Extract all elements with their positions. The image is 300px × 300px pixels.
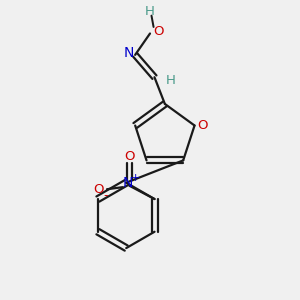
Text: N: N [124, 46, 134, 60]
Text: H: H [145, 5, 155, 18]
Text: H: H [166, 74, 176, 87]
Text: N: N [123, 176, 133, 190]
Text: O: O [153, 25, 164, 38]
Text: -: - [103, 189, 108, 202]
Text: O: O [198, 119, 208, 132]
Text: +: + [131, 173, 140, 183]
Text: O: O [124, 150, 134, 163]
Text: O: O [93, 183, 104, 196]
